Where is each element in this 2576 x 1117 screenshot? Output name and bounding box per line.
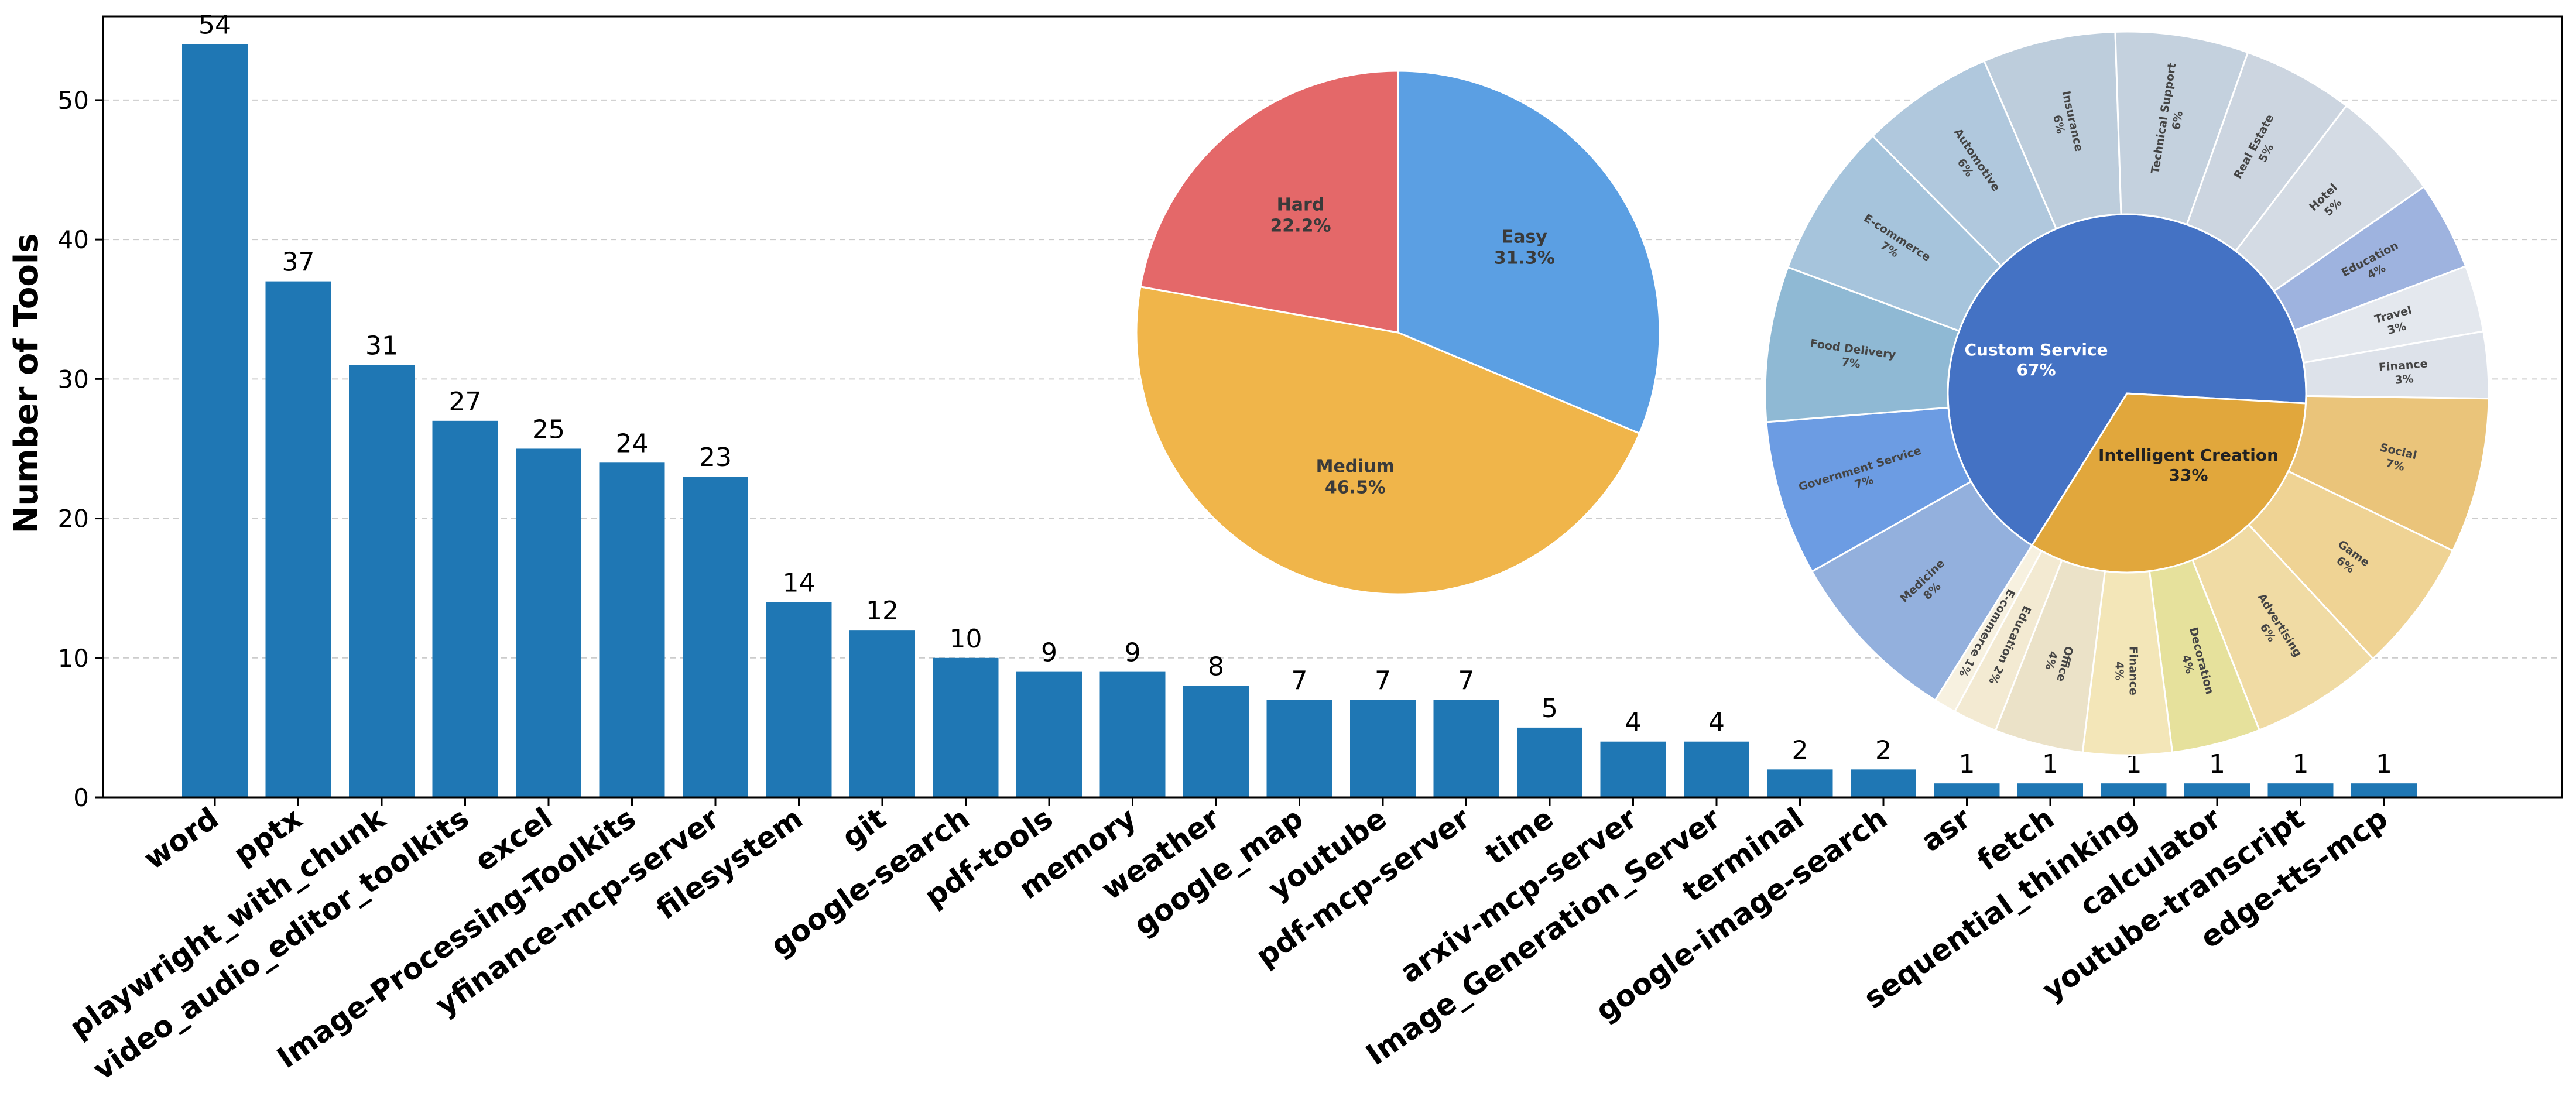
bar-youtube — [1350, 700, 1416, 797]
bar-value-label: 37 — [282, 248, 315, 277]
y-tick-label: 20 — [58, 505, 89, 533]
pie-label-easy: Easy 31.3% — [1494, 227, 1555, 268]
label-text: Finance4% — [2113, 646, 2140, 695]
bar-image-processing-toolkits — [599, 462, 665, 797]
difficulty-pie-chart: Easy 31.3% Medium 46.5% Hard 22.2% — [1135, 70, 1661, 595]
bar-value-label: 4 — [1625, 708, 1642, 738]
label-percent: 33% — [2169, 465, 2208, 485]
bar-value-label: 7 — [1458, 666, 1475, 695]
bar-value-label: 7 — [1292, 666, 1308, 695]
category-sunburst-chart: Custom Service 67% Intelligent Creation 33%… — [1764, 30, 2490, 756]
sunburst-outer-intelligent-creation-e-commerce — [1934, 544, 2043, 713]
bar-filesystem — [766, 602, 832, 797]
bar-value-label: 9 — [1125, 638, 1141, 668]
label-name: Hard — [1277, 194, 1325, 215]
y-tick-label: 10 — [58, 644, 89, 673]
bar-time — [1517, 727, 1582, 797]
bar-video-audio-editor-toolkits — [432, 420, 498, 797]
bar-value-label: 1 — [2209, 749, 2225, 779]
label-percent: 6% — [2170, 110, 2186, 131]
bar-pdf-mcp-server — [1433, 700, 1499, 797]
bar-memory — [1099, 671, 1166, 797]
bar-excel — [516, 448, 581, 797]
label-percent: 67% — [2016, 360, 2056, 379]
y-tick-label: 0 — [73, 783, 89, 812]
label-name: Finance — [2127, 646, 2140, 695]
label-name: Custom Service — [1964, 340, 2108, 359]
bar-google-search — [933, 657, 999, 797]
label-percent: 7% — [1841, 355, 1861, 371]
bar-value-label: 2 — [1875, 735, 1892, 765]
sunburst-outer-intelligent-creation-finance-label: Finance4% — [2113, 646, 2140, 695]
bar-chart-frame — [102, 15, 2563, 799]
bar-asr — [1934, 783, 2000, 797]
bar-value-label: 1 — [2376, 749, 2392, 779]
y-tick-label: 40 — [58, 225, 89, 254]
sunburst-inner-label-intelligent-creation: Intelligent Creation 33% — [2098, 446, 2279, 485]
bar-pptx — [265, 281, 331, 797]
bar-value-label: 23 — [699, 443, 732, 472]
bar-youtube-transcript — [2267, 783, 2334, 797]
bar-google-image-search — [1851, 769, 1916, 797]
pie-label-medium: Medium 46.5% — [1316, 457, 1395, 498]
bar-word — [182, 44, 248, 798]
bar-value-label: 14 — [783, 568, 816, 598]
label-percent: 4% — [2113, 662, 2126, 680]
bar-value-label: 24 — [616, 429, 649, 458]
bar-playwright-with-chunk — [349, 365, 415, 797]
bar-value-label: 25 — [532, 414, 565, 444]
bar-git — [849, 630, 915, 797]
bar-image-generation-server — [1684, 741, 1749, 797]
bar-value-label: 1 — [2042, 749, 2058, 779]
bar-arxiv-mcp-server — [1600, 741, 1666, 797]
y-tick-label: 30 — [58, 365, 89, 393]
bar-terminal — [1767, 769, 1833, 797]
bar-value-label: 12 — [866, 596, 899, 626]
bar-sequential-thinking — [2101, 783, 2167, 797]
bar-value-label: 9 — [1041, 638, 1057, 668]
label-percent: 3% — [2395, 372, 2414, 386]
y-tick-label: 50 — [58, 86, 89, 115]
bar-fetch — [2017, 783, 2083, 797]
label-name: Medium — [1316, 457, 1395, 477]
bar-value-label: 1 — [2293, 749, 2309, 779]
sunburst-inner-label-custom-service: Custom Service 67% — [1964, 340, 2108, 379]
bar-chart-y-axis: 0 10 20 30 40 50 — [58, 86, 103, 812]
y-axis-label: Number of Tools — [8, 234, 46, 534]
bar-value-label: 27 — [449, 387, 482, 417]
bar-edge-tts-mcp — [2351, 783, 2417, 797]
bar-pdf-tools — [1016, 671, 1082, 797]
bar-value-label: 8 — [1208, 652, 1224, 681]
bar-value-label: 54 — [198, 11, 231, 40]
bar-yfinance-mcp-server — [683, 477, 748, 797]
bar-value-label: 31 — [365, 331, 398, 361]
bar-value-label: 4 — [1708, 708, 1725, 738]
label-name: Easy — [1502, 227, 1548, 247]
bar-calculator — [2184, 783, 2250, 797]
pie-slice-easy — [1397, 70, 1661, 435]
pie-slice-medium — [1135, 286, 1641, 595]
bar-google-map — [1266, 700, 1332, 797]
label-percent: 31.3% — [1494, 248, 1555, 268]
bar-value-label: 2 — [1792, 735, 1808, 765]
pie-label-hard: Hard 22.2% — [1270, 194, 1331, 236]
bar-value-label: 7 — [1375, 666, 1391, 695]
pie-slice-hard — [1139, 70, 1399, 334]
label-name: Intelligent Creation — [2098, 446, 2279, 465]
bar-chart-bars — [182, 44, 2417, 798]
label-percent: 22.2% — [1270, 215, 1331, 236]
bar-weather — [1183, 686, 1249, 797]
label-percent: 46.5% — [1325, 478, 1386, 498]
bar-value-label: 10 — [950, 624, 982, 654]
bar-value-label: 5 — [1542, 694, 1558, 724]
bar-value-label: 1 — [1959, 749, 1975, 779]
